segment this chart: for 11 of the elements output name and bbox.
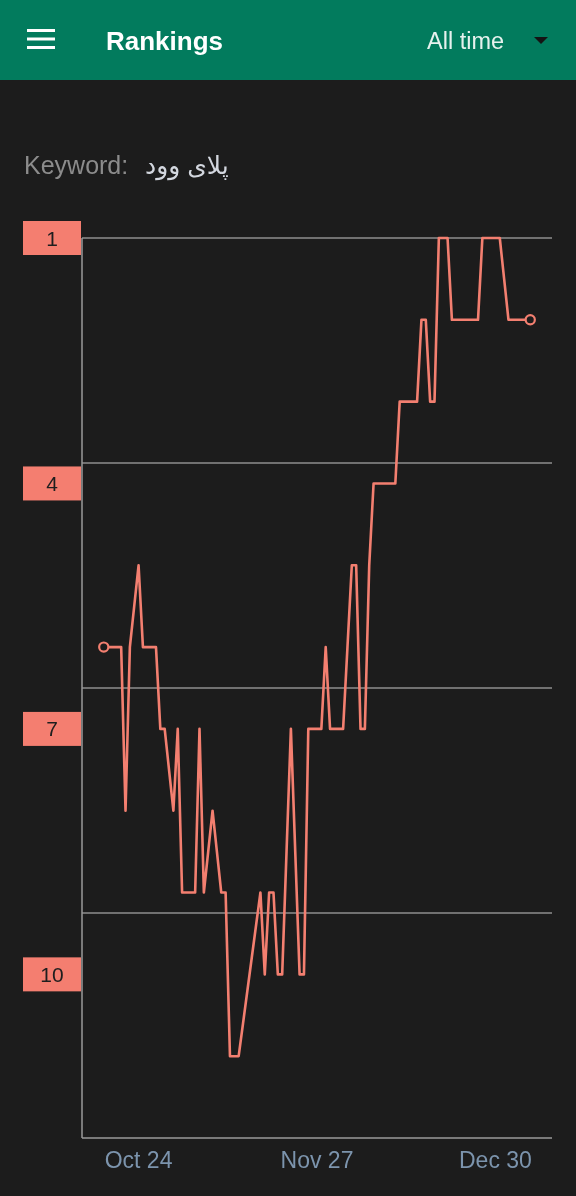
x-tick-label: Dec 30 xyxy=(458,1147,532,1173)
chart-title: Rankings xyxy=(106,26,224,56)
text: پلای وود xyxy=(145,151,229,181)
text: Keyword: xyxy=(24,151,129,179)
y-tick-label: 4 xyxy=(46,471,59,495)
x-tick-label: Nov 27 xyxy=(280,1147,354,1173)
y-tick-label: 10 xyxy=(40,962,64,986)
y-tick-label: 7 xyxy=(46,717,58,741)
x-tick-label: Oct 24 xyxy=(104,1147,173,1173)
y-tick-label: 1 xyxy=(46,226,58,250)
text: All time xyxy=(427,28,505,54)
